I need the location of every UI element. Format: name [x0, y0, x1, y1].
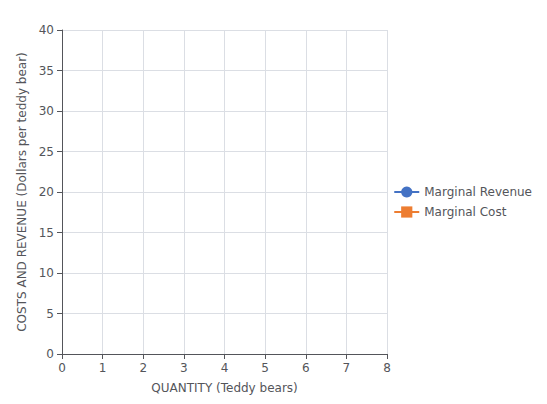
svg-text:4: 4 — [221, 361, 229, 375]
svg-text:3: 3 — [180, 361, 188, 375]
svg-text:0: 0 — [46, 347, 54, 361]
svg-text:5: 5 — [261, 361, 269, 375]
svg-text:2: 2 — [139, 361, 147, 375]
svg-text:0: 0 — [58, 361, 66, 375]
svg-text:25: 25 — [39, 145, 54, 159]
svg-text:Marginal Revenue: Marginal Revenue — [424, 185, 532, 199]
svg-text:15: 15 — [39, 226, 54, 240]
svg-text:40: 40 — [39, 23, 54, 37]
svg-text:30: 30 — [39, 104, 54, 118]
svg-text:Marginal Cost: Marginal Cost — [424, 205, 506, 219]
svg-text:5: 5 — [46, 307, 54, 321]
svg-text:7: 7 — [343, 361, 351, 375]
svg-text:35: 35 — [39, 64, 54, 78]
svg-text:QUANTITY (Teddy bears): QUANTITY (Teddy bears) — [151, 381, 297, 395]
svg-text:6: 6 — [302, 361, 310, 375]
svg-text:10: 10 — [39, 266, 54, 280]
svg-text:1: 1 — [99, 361, 107, 375]
svg-text:8: 8 — [383, 361, 391, 375]
svg-text:20: 20 — [39, 185, 54, 199]
svg-text:COSTS AND REVENUE (Dollars per: COSTS AND REVENUE (Dollars per teddy bea… — [15, 52, 29, 332]
